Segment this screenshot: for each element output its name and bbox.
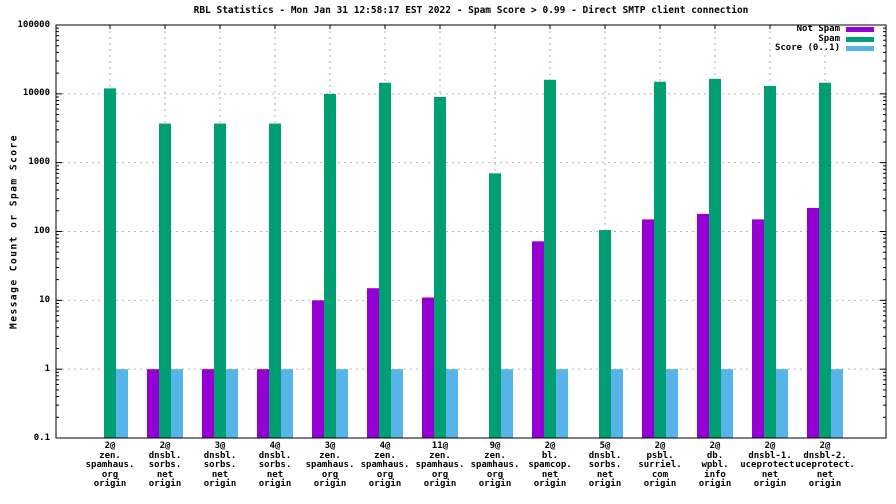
bar-score-0-1- bbox=[501, 369, 513, 438]
bar-score-0-1- bbox=[171, 369, 183, 438]
legend-item: Spam bbox=[775, 34, 886, 43]
y-tick-label: 0.1 bbox=[33, 432, 50, 443]
bar-spam bbox=[599, 230, 611, 438]
bar-spam bbox=[489, 173, 501, 438]
legend-swatch-score-0-1- bbox=[846, 45, 874, 51]
bar-not-spam bbox=[147, 369, 159, 438]
x-category-label: 5@ dnsbl. sorbs. net origin bbox=[588, 441, 622, 489]
bar-not-spam bbox=[257, 369, 269, 438]
bar-spam bbox=[709, 78, 721, 438]
x-category-label: 4@ zen. spamhaus. org origin bbox=[360, 441, 410, 489]
bar-score-0-1- bbox=[391, 369, 403, 438]
bar-score-0-1- bbox=[776, 369, 788, 438]
bar-spam bbox=[159, 123, 171, 438]
bar-score-0-1- bbox=[336, 369, 348, 438]
bar-spam bbox=[104, 88, 116, 438]
legend-swatch-spam bbox=[846, 36, 874, 42]
legend-label: Spam bbox=[818, 33, 840, 44]
x-category-label: 2@ zen. spamhaus. org origin bbox=[85, 441, 135, 489]
x-category-label: 2@ db. wpbl. info origin bbox=[698, 441, 732, 489]
x-category-label: 3@ dnsbl. sorbs. net origin bbox=[203, 441, 237, 489]
y-tick-label: 10000 bbox=[22, 88, 50, 99]
bar-spam bbox=[434, 96, 446, 438]
x-category-label: 4@ dnsbl. sorbs. net origin bbox=[258, 441, 292, 489]
x-category-label: 2@ dnsbl-2. uceprotect. net origin bbox=[795, 441, 855, 489]
bar-score-0-1- bbox=[831, 369, 843, 438]
bar-spam bbox=[654, 81, 666, 438]
y-tick-label: 1000 bbox=[28, 157, 50, 168]
plot-frame bbox=[55, 24, 887, 439]
x-category-label: 2@ bl. spamcop. net origin bbox=[528, 441, 572, 489]
bar-spam bbox=[379, 82, 391, 439]
bar-not-spam bbox=[202, 369, 214, 438]
x-category-label: 3@ zen. spamhaus. org origin bbox=[305, 441, 355, 489]
x-category-label: 9@ zen. spamhaus. org origin bbox=[470, 441, 520, 489]
bar-score-0-1- bbox=[281, 369, 293, 438]
legend: Not Spam Spam Score (0..1) bbox=[775, 25, 886, 53]
bar-not-spam bbox=[697, 213, 709, 438]
x-category-label: 2@ dnsbl-1. uceprotect. net origin bbox=[740, 441, 800, 489]
bar-score-0-1- bbox=[611, 369, 623, 438]
legend-item: Score (0..1) bbox=[774, 42, 886, 53]
bar-spam bbox=[819, 82, 831, 439]
bar-score-0-1- bbox=[446, 369, 458, 438]
bar-spam bbox=[269, 123, 281, 438]
x-category-label: 2@ dnsbl. sorbs. net origin bbox=[148, 441, 182, 489]
bar-not-spam bbox=[312, 300, 324, 438]
bar-spam bbox=[764, 85, 776, 438]
bar-not-spam bbox=[422, 297, 434, 438]
bar-spam bbox=[544, 79, 556, 438]
bar-not-spam bbox=[642, 219, 654, 438]
legend-label: Not Spam bbox=[796, 24, 840, 35]
y-tick-label: 1 bbox=[44, 363, 50, 374]
bar-not-spam bbox=[367, 288, 379, 438]
bar-not-spam bbox=[752, 219, 764, 438]
bar-spam bbox=[324, 93, 336, 438]
bar-score-0-1- bbox=[116, 369, 128, 438]
x-category-label: 11@ zen. spamhaus. org origin bbox=[415, 441, 465, 489]
bar-score-0-1- bbox=[666, 369, 678, 438]
bar-score-0-1- bbox=[556, 369, 568, 438]
chart-title: RBL Statistics - Mon Jan 31 12:58:17 EST… bbox=[193, 5, 749, 16]
bar-not-spam bbox=[532, 241, 544, 438]
bar-score-0-1- bbox=[226, 369, 238, 438]
bar-not-spam bbox=[807, 207, 819, 438]
y-tick-label: 100000 bbox=[17, 19, 50, 30]
y-tick-label: 10 bbox=[39, 294, 50, 305]
legend-label: Score (0..1) bbox=[774, 42, 840, 53]
x-category-label: 2@ psbl. surriel. com origin bbox=[638, 441, 682, 489]
legend-item: Not Spam bbox=[775, 25, 886, 34]
bar-spam bbox=[214, 123, 226, 438]
bar-score-0-1- bbox=[721, 369, 733, 438]
y-tick-label: 100 bbox=[33, 226, 50, 236]
legend-swatch-not-spam bbox=[846, 27, 874, 33]
